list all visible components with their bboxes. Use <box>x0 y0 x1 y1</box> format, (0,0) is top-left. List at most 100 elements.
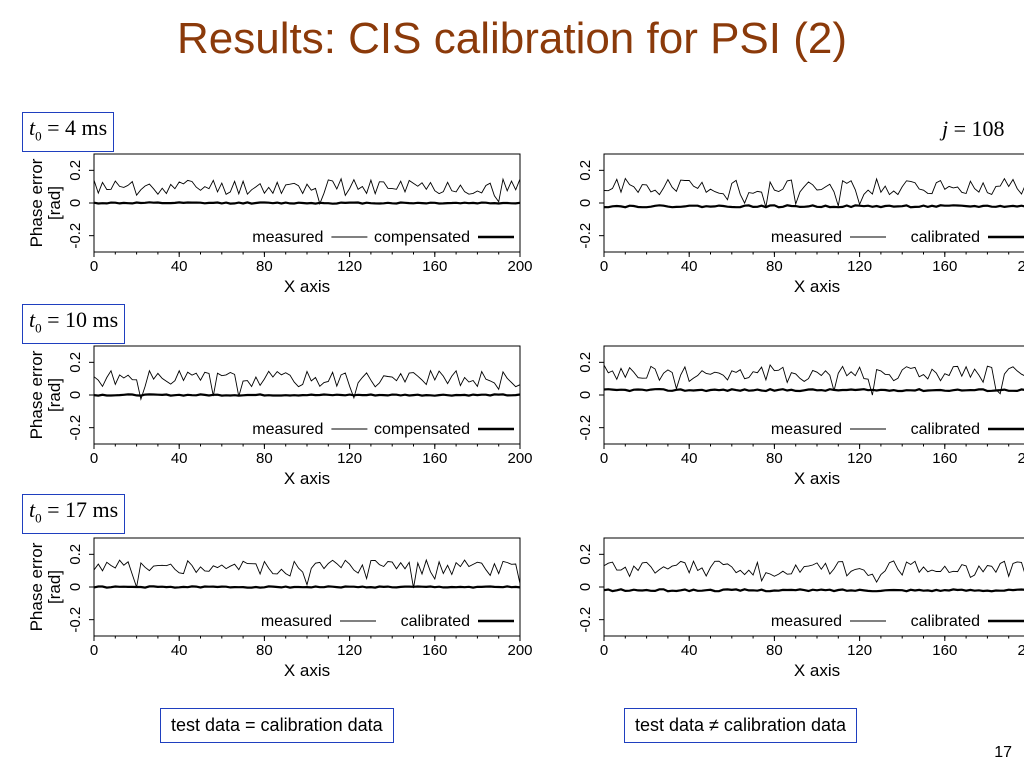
x-tick-label: 120 <box>337 258 362 275</box>
x-tick-label: 40 <box>171 258 188 275</box>
x-axis-label: X axis <box>794 469 840 488</box>
y-tick-label: 0 <box>67 583 84 591</box>
x-axis-label: X axis <box>284 469 330 488</box>
y-tick-label: -0.2 <box>67 223 84 249</box>
y-tick-label: -0.2 <box>577 415 594 441</box>
series-line-measured <box>93 177 521 206</box>
legend-background <box>767 416 1024 436</box>
x-tick-label: 0 <box>90 450 98 467</box>
y-tick-label: 0 <box>67 391 84 399</box>
legend-label-measured: measured <box>771 421 842 438</box>
x-tick-label: 120 <box>847 450 872 467</box>
t0-label-row-3: t0 = 17 ms <box>22 494 126 535</box>
chart-svg: 0 40 80 120 160 200 X axis -0.2 0 0.2 measured cali… <box>577 345 1024 488</box>
x-tick-label: 0 <box>600 450 608 467</box>
legend-background <box>248 224 518 244</box>
x-tick-label: 40 <box>681 258 698 275</box>
x-tick-label: 80 <box>766 642 783 659</box>
x-tick-label: 80 <box>256 450 273 467</box>
legend-label-measured: measured <box>771 229 842 246</box>
y-tick-label: 0.2 <box>577 352 594 373</box>
series-line-measured <box>603 364 1024 396</box>
x-tick-label: 120 <box>337 642 362 659</box>
y-tick-label: -0.2 <box>67 415 84 441</box>
x-tick-label: 160 <box>422 642 447 659</box>
legend-background <box>767 608 1024 628</box>
series-line-measured <box>603 177 1024 208</box>
series-line-measured <box>603 560 1024 584</box>
chart-row2-right: 0 40 80 120 160 200 X axis -0.2 0 0.2 measured cali… <box>530 340 1024 500</box>
chart-row2-left: 0 40 80 120 160 200 X axis -0.2 0 0.2 Phase error[… <box>20 340 533 500</box>
x-tick-label: 160 <box>932 258 957 275</box>
y-tick-label: -0.2 <box>577 223 594 249</box>
x-axis-label: X axis <box>284 277 330 296</box>
x-tick-label: 40 <box>681 642 698 659</box>
t0-label-row-2: t0 = 10 ms <box>22 304 126 345</box>
x-tick-label: 160 <box>422 450 447 467</box>
legend-label-measured: measured <box>261 613 332 630</box>
series-line-compensated <box>93 201 521 205</box>
series-line-calibrated <box>93 585 521 589</box>
x-tick-label: 0 <box>90 258 98 275</box>
x-tick-label: 120 <box>847 642 872 659</box>
x-tick-label: 160 <box>422 258 447 275</box>
x-tick-label: 80 <box>766 450 783 467</box>
x-tick-label: 200 <box>507 450 532 467</box>
page-number: 17 <box>994 744 1012 761</box>
y-axis-label: [rad] <box>45 186 64 220</box>
legend-label-calibrated: calibrated <box>401 613 470 630</box>
x-tick-label: 200 <box>507 642 532 659</box>
chart-svg: 0 40 80 120 160 200 X axis -0.2 0 0.2 measured cali… <box>577 153 1024 296</box>
chart-svg: 0 40 80 120 160 200 X axis -0.2 0 0.2 Phase error[… <box>27 345 533 488</box>
slide-title: Results: CIS calibration for PSI (2) <box>176 14 847 63</box>
x-tick-label: 200 <box>1017 450 1024 467</box>
x-tick-label: 200 <box>507 258 532 275</box>
legend-label-calibrated: calibrated <box>911 229 980 246</box>
series-line-compensated <box>93 393 521 397</box>
legend-label-measured: measured <box>771 613 842 630</box>
x-tick-label: 160 <box>932 642 957 659</box>
chart-row3-right: 0 40 80 120 160 200 X axis -0.2 0 0.2 measured cali… <box>530 532 1024 692</box>
x-tick-label: 40 <box>681 450 698 467</box>
x-tick-label: 80 <box>256 258 273 275</box>
x-tick-label: 80 <box>256 642 273 659</box>
y-tick-label: 0 <box>577 199 594 207</box>
y-axis-label: [rad] <box>45 378 64 412</box>
chart-svg: 0 40 80 120 160 200 X axis -0.2 0 0.2 measured cali… <box>577 537 1024 680</box>
legend-label-measured: measured <box>252 421 323 438</box>
chart-row1-left: 0 40 80 120 160 200 X axis -0.2 0 0.2 Phase error[… <box>20 148 533 308</box>
y-tick-label: 0 <box>577 583 594 591</box>
x-tick-label: 0 <box>600 258 608 275</box>
x-tick-label: 120 <box>847 258 872 275</box>
x-tick-label: 0 <box>600 642 608 659</box>
y-tick-label: 0.2 <box>577 160 594 181</box>
series-line-calibrated <box>603 387 1024 393</box>
x-tick-label: 40 <box>171 450 188 467</box>
legend-label-compensated: compensated <box>374 229 470 246</box>
legend-label-calibrated: calibrated <box>911 421 980 438</box>
legend-label-compensated: compensated <box>374 421 470 438</box>
x-axis-label: X axis <box>794 661 840 680</box>
legend-background <box>257 608 518 628</box>
x-tick-label: 0 <box>90 642 98 659</box>
legend-label-measured: measured <box>252 229 323 246</box>
x-tick-label: 120 <box>337 450 362 467</box>
series-line-measured <box>93 558 521 589</box>
chart-row1-right: 0 40 80 120 160 200 X axis -0.2 0 0.2 measured cali… <box>530 148 1024 308</box>
y-tick-label: 0.2 <box>67 544 84 565</box>
x-axis-label: X axis <box>284 661 330 680</box>
x-tick-label: 80 <box>766 258 783 275</box>
chart-svg: 0 40 80 120 160 200 X axis -0.2 0 0.2 Phase error[… <box>27 153 533 296</box>
y-tick-label: 0 <box>577 391 594 399</box>
series-line-calibrated <box>603 588 1024 593</box>
caption-left: test data = calibration data <box>160 708 394 743</box>
caption-right: test data ≠ calibration data <box>624 708 858 743</box>
y-tick-label: -0.2 <box>67 607 84 633</box>
y-axis-label: Phase error <box>27 542 46 631</box>
y-axis-label: [rad] <box>45 570 64 604</box>
x-tick-label: 200 <box>1017 258 1024 275</box>
y-tick-label: 0.2 <box>577 544 594 565</box>
legend-background <box>248 416 518 436</box>
series-line-measured <box>93 369 521 401</box>
legend-background <box>767 224 1024 244</box>
